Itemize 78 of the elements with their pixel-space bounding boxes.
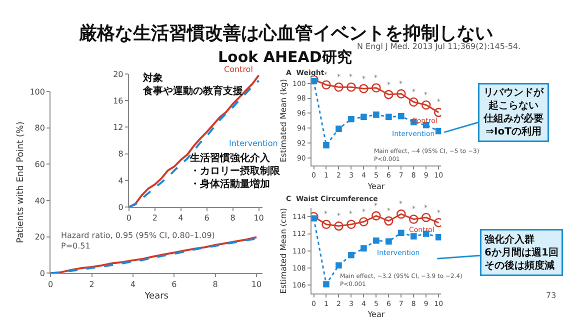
series-label: Control [224,65,253,74]
point [386,114,392,120]
x-axis-title: Year [366,310,386,320]
y-tick-label: 40 [34,196,45,206]
point [323,142,330,148]
x-tick-label: 10 [251,280,262,289]
y-axis-title: Patients with End Point (%) [16,122,26,244]
point [372,83,381,92]
text: N Engl J Med. 2013 Jul 11;369(2):145-54. [357,42,521,51]
point [346,220,356,229]
point [398,113,404,120]
point [336,126,342,132]
point [435,234,442,240]
point [348,252,354,258]
y-tick-label: 0 [118,202,124,212]
x-axis-title: Year [366,182,386,191]
text: 強化介入群6か月間は週1回その後は頻度減 [484,234,558,272]
annotation: 生活習慣強化介入・カロリー摂取制限・身体活動量増加 [189,152,281,190]
y-tick-label: 0 [40,269,45,278]
y-axis-title: Estimated Mean (kg) [279,79,288,162]
y-tick-label: 100 [30,87,45,96]
annotation: 対象食事や運動の教育支援 [142,72,244,97]
point [322,80,331,90]
x-tick-label: 6 [172,280,177,289]
point [386,238,392,245]
x-tick-label: 4 [178,214,184,223]
annotation: Hazard ratio, 0.95 (95% CI, 0.80–1.09) P=0.51 [61,231,215,250]
point [396,209,406,219]
text: リバウンドが起こらない仕組みが必要⇒IoTの利用 [482,88,544,138]
y-tick-label: 20 [113,70,124,79]
point [334,82,344,92]
point [323,281,330,288]
point [359,84,368,94]
point [373,112,380,118]
point [421,100,431,110]
point [409,97,418,107]
y-tick-label: 8 [118,150,124,159]
y-tick-label: 80 [34,124,45,133]
y-axis-title: Estimated Mean (cm) [279,208,288,294]
point [384,90,394,100]
x-axis-title: Years [144,292,169,302]
chart-title: 厳格な生活習慣改善は心血管イベントを抑制しない [78,23,493,44]
point [334,221,344,231]
x-tick-label: 8 [230,214,236,223]
point [336,262,342,269]
point [434,108,442,118]
x-tick-label: 0 [126,214,132,223]
y-tick-label: 16 [113,96,124,106]
point [373,237,380,244]
point [410,233,417,240]
x-tick-label: 2 [152,214,158,223]
point [322,220,331,229]
x-tick-label: 6 [204,214,210,223]
point [421,212,431,222]
point [409,214,418,224]
point [346,82,356,92]
point [360,114,367,120]
point [359,217,368,226]
point [311,215,317,222]
x-tick-label: 8 [212,280,218,289]
point [396,89,406,98]
text: Intervention [229,139,278,148]
point [384,216,394,226]
point [434,218,442,228]
chart-subtitle: Look AHEAD研究 [218,48,352,66]
text: 73 [546,291,556,300]
point [372,211,381,220]
point [348,116,354,122]
x-tick-label: 2 [89,280,94,289]
point [398,230,404,236]
point [435,128,442,134]
x-tick-label: 0 [48,280,54,289]
point [360,245,367,252]
x-tick-label: 10 [254,214,264,223]
y-tick-label: 20 [34,232,45,242]
y-tick-label: 12 [113,123,124,132]
x-tick-label: 4 [130,280,136,289]
y-tick-label: 60 [34,160,45,169]
